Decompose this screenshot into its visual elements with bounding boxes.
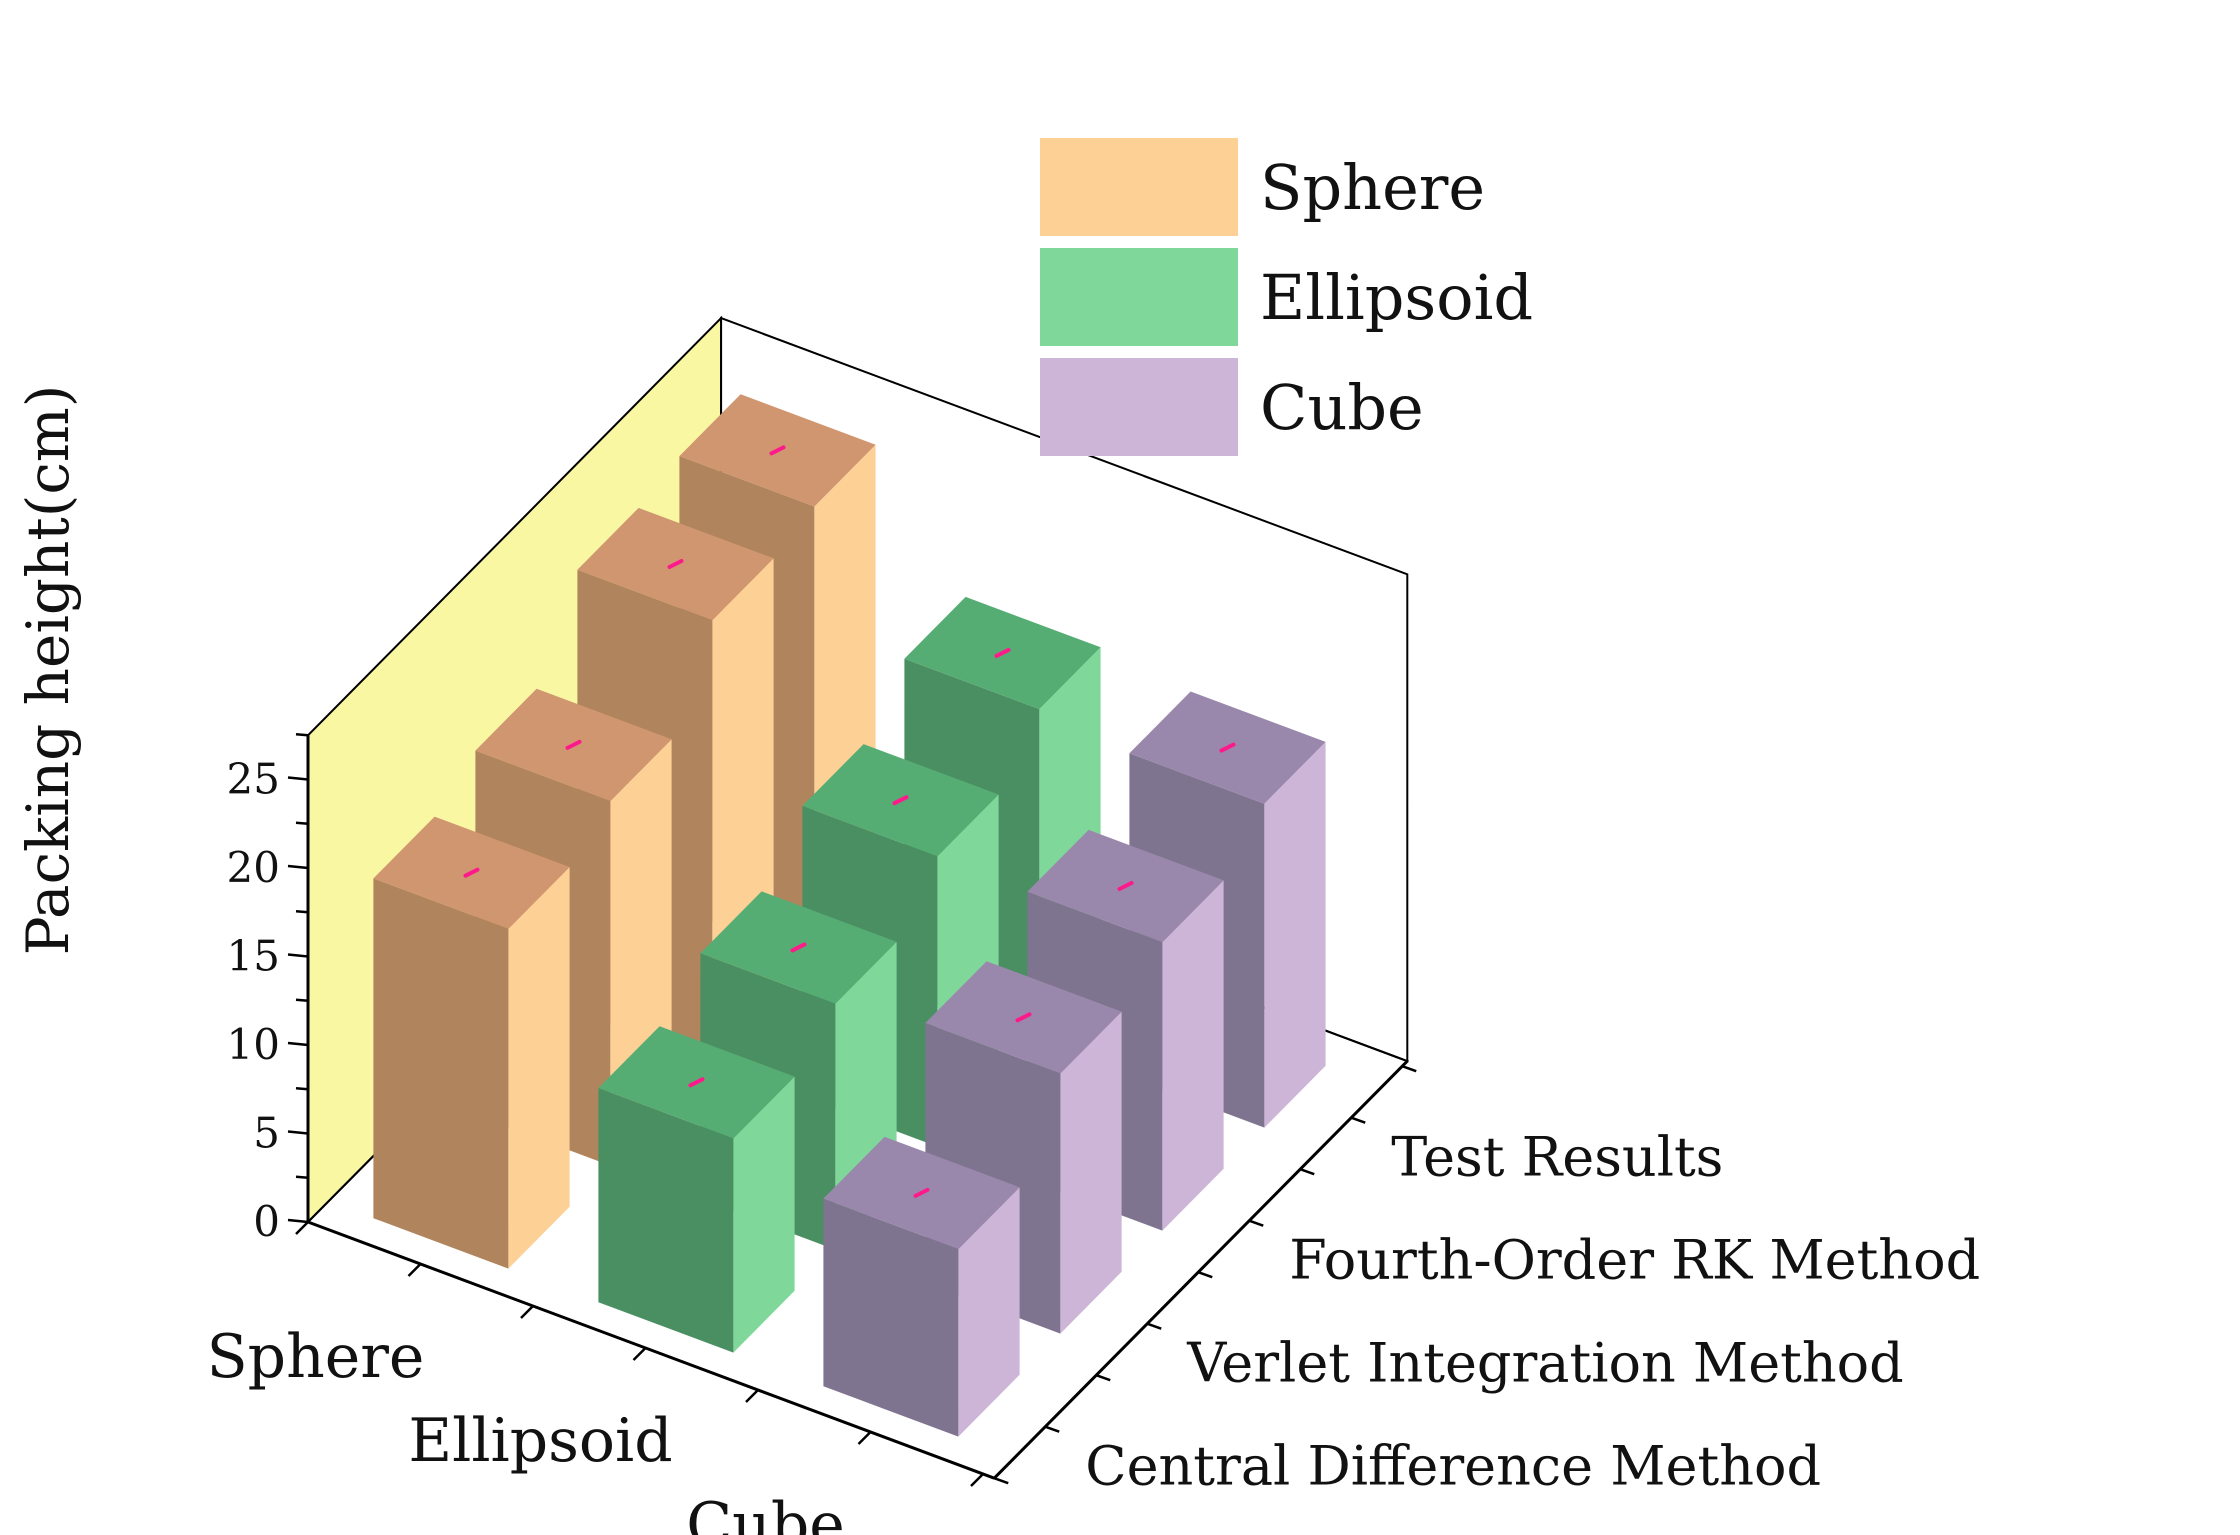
y-tick-label: 0 (253, 1197, 280, 1246)
category-tick (295, 1221, 309, 1235)
method-axis-line (993, 1059, 1409, 1480)
bar-front-face (373, 878, 509, 1269)
axes: 0 5 10 15 20 25 Sphere Ellipsoid Cube Central Dif… (207, 733, 1980, 1535)
bar-front-face (598, 1088, 734, 1353)
method-tick (1197, 1271, 1213, 1279)
y-tick-label: 20 (227, 843, 280, 892)
method-tick (1044, 1425, 1060, 1433)
y-major-tick (287, 1130, 309, 1135)
method-label: Fourth-Order RK Method (1289, 1229, 1980, 1292)
category-label-ellipsoid: Ellipsoid (408, 1406, 672, 1476)
method-tick (1350, 1116, 1366, 1124)
method-tick (1401, 1065, 1417, 1073)
legend-swatch-sphere (1040, 138, 1238, 236)
method-tick (1146, 1322, 1162, 1330)
error-bar (565, 739, 582, 750)
bar-side-face (1264, 741, 1326, 1128)
legend-label-ellipsoid: Ellipsoid (1260, 261, 1533, 334)
y-tick-label: 15 (227, 932, 280, 981)
y-tick-label: 25 (227, 755, 280, 804)
legend-swatch-cube (1040, 358, 1238, 456)
legend-swatch-ellipsoid (1040, 248, 1238, 346)
legend: Sphere Ellipsoid Cube (1040, 138, 1533, 456)
error-bar (892, 795, 909, 806)
bar-side-face (958, 1187, 1020, 1437)
error-bar (994, 647, 1011, 658)
y-major-tick (287, 1041, 309, 1047)
error-bar (667, 559, 684, 569)
method-tick (1248, 1219, 1264, 1227)
error-bar (1219, 742, 1236, 753)
category-tick (520, 1305, 534, 1319)
y-major-tick (287, 864, 309, 870)
bar-ellipsoid-1 (598, 1026, 795, 1353)
y-minor-tick (295, 1087, 309, 1091)
bar-side-face (1162, 880, 1224, 1231)
method-tick (993, 1477, 1009, 1485)
error-bar (1015, 1012, 1032, 1023)
y-minor-tick (295, 1175, 309, 1179)
category-tick (745, 1389, 759, 1403)
bar-side-face (508, 867, 570, 1269)
y-tick-label: 10 (227, 1020, 280, 1069)
y-major-tick (287, 776, 309, 781)
method-tick (1095, 1374, 1111, 1382)
y-minor-tick (295, 998, 309, 1002)
error-bar (913, 1187, 930, 1198)
bar-cube-1 (823, 1136, 1020, 1437)
y-minor-tick (295, 821, 309, 825)
category-tick (407, 1263, 422, 1277)
legend-label-sphere: Sphere (1260, 151, 1485, 224)
category-label-cube: Cube (686, 1490, 844, 1535)
method-label: Central Difference Method (1085, 1435, 1821, 1498)
bar-side-face (1060, 1011, 1122, 1334)
bar-sphere-1 (373, 816, 570, 1269)
error-bar (769, 445, 786, 456)
bar-side-face (733, 1076, 795, 1353)
y-major-tick (287, 953, 309, 958)
category-tick (970, 1473, 984, 1487)
y-minor-tick (295, 733, 309, 737)
legend-label-cube: Cube (1260, 371, 1424, 444)
error-bar (688, 1077, 705, 1088)
category-axis-line (307, 1220, 995, 1480)
y-major-tick (287, 1218, 309, 1224)
error-bar (463, 867, 480, 878)
method-label: Test Results (1391, 1126, 1723, 1189)
method-label: Verlet Integration Method (1186, 1332, 1903, 1395)
category-label-sphere: Sphere (207, 1322, 425, 1392)
error-bar (790, 942, 807, 953)
y-axis-label: Packing height(cm) (14, 385, 82, 956)
bars (373, 394, 1326, 1437)
error-bar (1117, 880, 1134, 891)
method-tick (1299, 1168, 1315, 1176)
bar-front-face (823, 1198, 959, 1437)
y-tick-label: 5 (253, 1109, 280, 1158)
category-tick (857, 1431, 872, 1445)
y-minor-tick (295, 910, 309, 914)
category-tick (632, 1347, 647, 1361)
